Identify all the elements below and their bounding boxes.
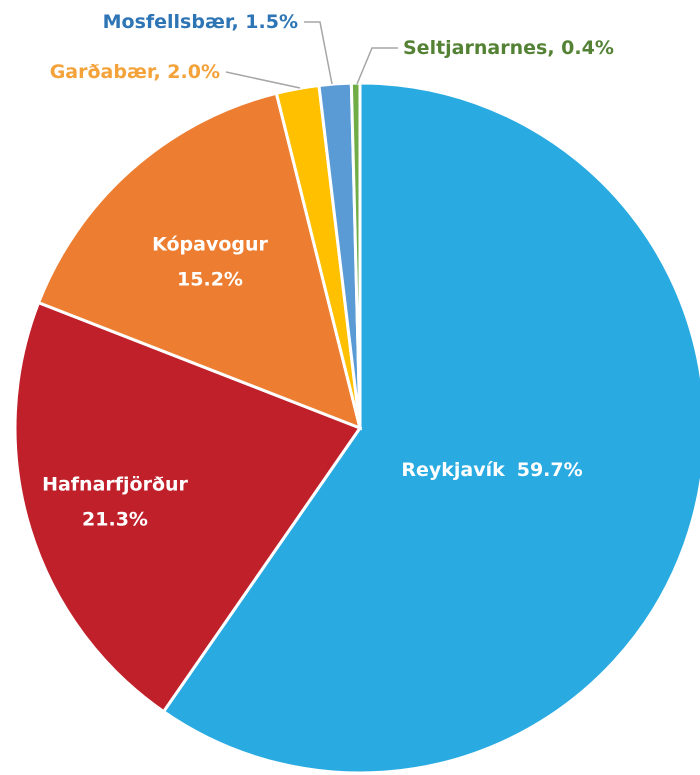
leader-line <box>225 71 301 89</box>
leader-line <box>304 21 333 85</box>
data-label: Seltjarnarnes, 0.4% <box>403 37 614 59</box>
pie-slice <box>161 81 700 775</box>
value-label: 0.4% <box>561 37 614 59</box>
value-label: 1.5% <box>245 11 298 33</box>
data-label: Garðabær, 2.0% <box>50 61 220 83</box>
separator: , <box>153 61 167 83</box>
leader-line <box>356 47 398 85</box>
category-label: Seltjarnarnes <box>403 37 547 59</box>
category-label: Kópavogur <box>152 234 268 256</box>
value-label: 21.3% <box>82 509 148 531</box>
value-label: 15.2% <box>177 269 243 291</box>
pie-slice <box>349 81 362 429</box>
separator: , <box>231 11 245 33</box>
pie-slice <box>36 91 363 431</box>
category-label: Mosfellsbær <box>103 11 235 33</box>
category-label: Hafnarfjörður <box>42 474 188 496</box>
pie-slice <box>13 300 363 714</box>
value-label: 59.7% <box>517 459 583 481</box>
data-label: Mosfellsbær, 1.5% <box>103 11 298 33</box>
data-label: Reykjavík 59.7% <box>401 459 582 481</box>
category-label: Garðabær <box>50 61 157 83</box>
separator: , <box>547 37 561 59</box>
category-label: Reykjavík <box>401 459 505 481</box>
value-label: 2.0% <box>167 61 220 83</box>
